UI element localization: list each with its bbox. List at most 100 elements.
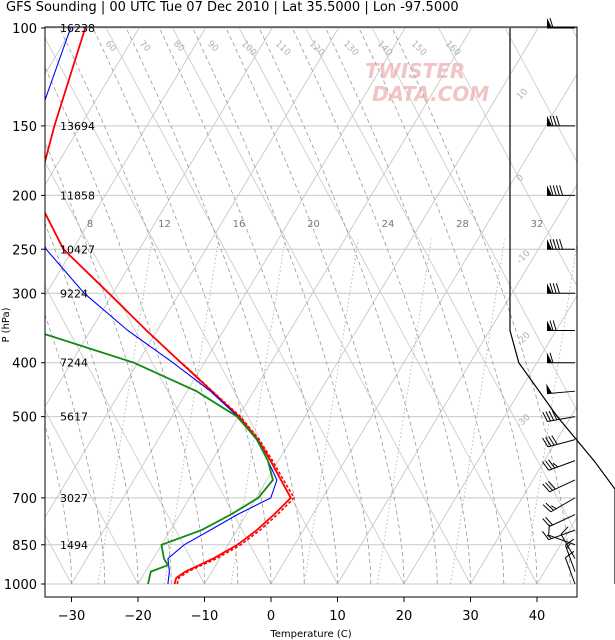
wind-barb-feather — [566, 543, 571, 549]
isotherm-line — [604, 28, 615, 584]
wind-barb-feather — [555, 185, 560, 196]
moist-adiabat-line — [45, 313, 106, 585]
isotherm-line — [45, 27, 206, 297]
wind-barb-feather — [549, 352, 554, 363]
series-temperature — [45, 27, 292, 585]
wind-barb-feather — [546, 534, 553, 539]
y-tick-label: 500 — [12, 411, 37, 426]
dry-adiabat-line — [437, 27, 577, 288]
watermark: TWISTER DATA.COM — [365, 59, 489, 106]
mixing-ratio-label: 24 — [382, 219, 395, 230]
wind-barb — [548, 524, 576, 546]
moist-adiabat-line — [291, 27, 471, 585]
wind-barb-pennant — [547, 239, 552, 250]
wind-barb — [564, 538, 576, 572]
wind-barb-feather — [552, 462, 559, 468]
wind-barb-feather — [559, 185, 564, 196]
dry-adiabat-line — [105, 27, 405, 585]
wind-barb-pennant — [547, 352, 552, 363]
wind-barb-feather — [549, 115, 554, 127]
wind-barb — [542, 514, 576, 527]
wind-barb-shaft — [547, 439, 576, 448]
height-label: 10427 — [60, 243, 95, 256]
y-tick-label: 100 — [12, 22, 37, 37]
mixing-ratio-label: 12 — [158, 219, 171, 230]
plot-frame — [44, 26, 578, 598]
wind-barb — [547, 185, 575, 196]
wind-barb-pennant — [547, 320, 552, 331]
wind-barb-feather — [550, 505, 557, 510]
theta-label: 0 — [515, 173, 526, 184]
wind-barb-pennant — [546, 383, 553, 394]
wind-barb-feather — [545, 502, 554, 511]
wind-barb-shaft — [550, 497, 576, 513]
wind-barb-feather — [552, 283, 557, 294]
wind-barb-feather — [542, 531, 550, 540]
wind-barb-feather — [555, 283, 560, 294]
wind-barb — [547, 320, 575, 332]
y-tick-label: 700 — [12, 492, 37, 507]
height-label: 11858 — [60, 189, 95, 202]
wind-barb-feather — [548, 524, 550, 536]
watermark-line-2: DATA.COM — [372, 82, 489, 106]
x-tick-label: −10 — [191, 609, 218, 624]
wind-barb — [564, 551, 576, 585]
wind-barb-feather — [565, 538, 575, 546]
dry-adiabat-line — [371, 27, 577, 412]
dry-adiabat-line — [171, 27, 471, 585]
wind-barb-feather — [542, 483, 550, 493]
moist-adiabat-line — [45, 141, 172, 585]
x-tick-label: 30 — [462, 609, 479, 624]
wind-barb-feather — [542, 411, 548, 422]
moist-adiabat-line — [224, 27, 405, 585]
moist-adiabat-line — [324, 27, 505, 585]
y-tick-label: 150 — [12, 120, 37, 135]
mixing-ratio-label: 8 — [87, 219, 93, 230]
height-label: 16238 — [60, 22, 95, 35]
series-dewpoint — [45, 333, 274, 585]
wind-barb-feather — [552, 239, 557, 250]
isotherm-line — [45, 27, 140, 186]
wind-barb-feather — [545, 482, 553, 491]
height-label: 1494 — [60, 539, 88, 552]
wind-barb-feather — [552, 185, 557, 196]
wind-barb-shaft — [549, 479, 576, 493]
moist-adiabat-line — [258, 27, 438, 585]
y-tick-label: 250 — [12, 243, 37, 258]
wind-barb-feather — [548, 459, 556, 469]
wind-barb — [547, 17, 575, 29]
dry-adiabat-line — [45, 409, 139, 585]
wind-barb-feather — [555, 115, 560, 127]
moist-adiabat-line — [45, 222, 139, 585]
wind-barb — [542, 435, 576, 448]
hodograph-profile — [509, 28, 615, 584]
dry-adiabat-line — [238, 27, 538, 585]
wind-barb-feather — [552, 320, 557, 331]
wind-barb-shaft — [549, 514, 576, 527]
wind-barb — [542, 497, 576, 513]
wind-barb — [547, 239, 575, 250]
wind-barb — [546, 383, 576, 395]
wind-barb-shaft — [564, 557, 576, 585]
y-tick-label: 850 — [12, 539, 37, 554]
watermark-line-1: TWISTER — [365, 59, 465, 83]
chart-title: GFS Sounding | 00 UTC Tue 07 Dec 2010 | … — [6, 0, 459, 15]
wind-barb-shaft — [548, 460, 576, 471]
wind-barb-feather — [548, 480, 556, 490]
isotherm-line — [0, 28, 6, 584]
y-axis-title: P (hPa) — [1, 307, 12, 342]
wind-barb — [547, 352, 575, 364]
dry-adiabat-line — [0, 24, 5, 584]
y-tick-label: 300 — [12, 287, 37, 302]
height-label: 9224 — [60, 287, 88, 300]
wind-barb-shaft — [564, 545, 576, 572]
dry-adiabat-line — [45, 161, 272, 585]
wind-barb — [542, 459, 576, 471]
wind-barb-feather — [542, 518, 550, 527]
x-tick-label: 20 — [396, 609, 413, 624]
height-label: 3027 — [60, 492, 88, 505]
y-tick-label: 200 — [12, 189, 37, 204]
y-tick-label: 400 — [12, 357, 37, 372]
